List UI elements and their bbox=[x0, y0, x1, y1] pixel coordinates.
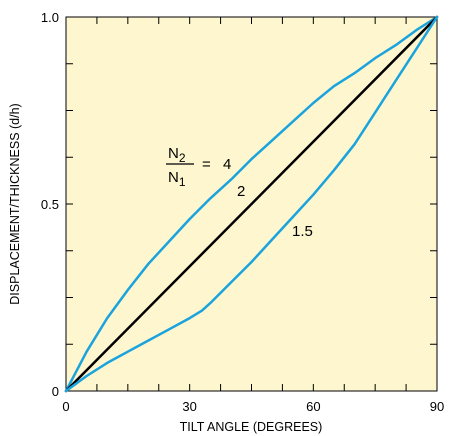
y-tick-label: 0.5 bbox=[41, 197, 59, 212]
axis-ticks bbox=[66, 17, 437, 391]
curve-label-4: 4 bbox=[223, 156, 231, 173]
tick-labels: 0 30 60 90 0 0.5 1.0 bbox=[41, 10, 444, 414]
x-tick-label: 30 bbox=[182, 399, 196, 414]
x-axis-title: TILT ANGLE (DEGREES) bbox=[180, 420, 323, 434]
x-tick-label: 0 bbox=[62, 399, 69, 414]
x-tick-label: 60 bbox=[306, 399, 320, 414]
ratio-numerator: N bbox=[168, 145, 179, 162]
curve-label-1-5: 1.5 bbox=[292, 223, 313, 240]
ratio-numerator-sub: 2 bbox=[179, 151, 186, 165]
series-line-1-5 bbox=[64, 15, 439, 393]
svg-text:N2: N2 bbox=[168, 145, 186, 165]
series-layer bbox=[64, 15, 439, 393]
y-tick-label: 1.0 bbox=[41, 10, 59, 25]
series-line-2 bbox=[64, 15, 439, 393]
curve-label-2: 2 bbox=[237, 183, 245, 200]
ratio-denominator: N bbox=[168, 169, 179, 186]
x-tick-label: 90 bbox=[430, 399, 444, 414]
ratio-annotation: N2 N1 = 4 bbox=[166, 145, 231, 189]
ratio-denominator-sub: 1 bbox=[179, 175, 186, 189]
svg-text:N1: N1 bbox=[168, 169, 186, 189]
y-tick-label: 0 bbox=[52, 384, 59, 399]
series-line-4 bbox=[64, 15, 439, 393]
ratio-equals: = bbox=[202, 156, 211, 173]
y-axis-title: DISPLACEMENT/THICKNESS (d/h) bbox=[8, 103, 22, 304]
